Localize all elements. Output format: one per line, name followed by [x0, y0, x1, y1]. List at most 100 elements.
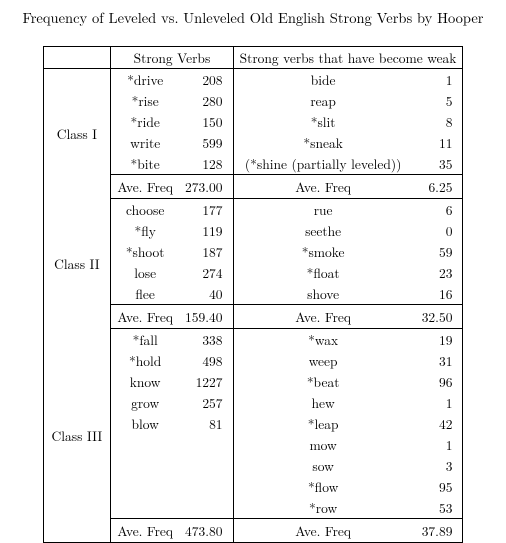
header-row: Strong Verbs Strong verbs that have beco…: [43, 47, 463, 69]
weak-word: *smoke: [233, 241, 413, 262]
weak-value: 0: [413, 220, 463, 241]
strong-word: [111, 455, 179, 476]
weak-value: 8: [413, 111, 463, 132]
weak-avg: 37.89: [413, 519, 463, 543]
weak-word: weep: [233, 350, 413, 371]
strong-word: *bite: [111, 153, 179, 175]
strong-value: 177: [179, 199, 233, 221]
strong-word: [111, 497, 179, 519]
header-weak: Strong verbs that have become weak: [233, 47, 463, 69]
strong-word: *fall: [111, 329, 179, 351]
weak-word: *slit: [233, 111, 413, 132]
strong-value: 1227: [179, 371, 233, 392]
weak-word: *row: [233, 497, 413, 519]
weak-value: 53: [413, 497, 463, 519]
weak-value: 1: [413, 392, 463, 413]
strong-value: 40: [179, 283, 233, 305]
weak-word: shove: [233, 283, 413, 305]
weak-word: *float: [233, 262, 413, 283]
weak-word: hew: [233, 392, 413, 413]
weak-word: *sneak: [233, 132, 413, 153]
weak-value: 31: [413, 350, 463, 371]
header-strong: Strong Verbs: [111, 47, 233, 69]
weak-value: 5: [413, 90, 463, 111]
weak-avg: 6.25: [413, 175, 463, 199]
weak-value: 16: [413, 283, 463, 305]
strong-value: 274: [179, 262, 233, 283]
avg-label: Ave. Freq: [233, 519, 413, 543]
strong-word: *ride: [111, 111, 179, 132]
strong-value: 498: [179, 350, 233, 371]
weak-value: 42: [413, 413, 463, 434]
table-row: Class III*fall338*wax19: [43, 329, 463, 351]
weak-word: *leap: [233, 413, 413, 434]
weak-word: (*shine (partially leveled)): [233, 153, 413, 175]
strong-avg: 473.80: [179, 519, 233, 543]
table-row: Class I*drive208bide1: [43, 69, 463, 91]
strong-value: 119: [179, 220, 233, 241]
avg-label: Ave. Freq: [111, 305, 179, 329]
strong-word: know: [111, 371, 179, 392]
corner-cell: [43, 47, 111, 69]
weak-value: 19: [413, 329, 463, 351]
weak-value: 59: [413, 241, 463, 262]
table-row: Class IIchoose177rue6: [43, 199, 463, 221]
page-title: Frequency of Leveled vs. Unleveled Old E…: [0, 0, 506, 46]
strong-avg: 159.40: [179, 305, 233, 329]
strong-value: 128: [179, 153, 233, 175]
weak-word: reap: [233, 90, 413, 111]
weak-value: 1: [413, 434, 463, 455]
strong-value: 280: [179, 90, 233, 111]
strong-avg: 273.00: [179, 175, 233, 199]
strong-word: [111, 476, 179, 497]
strong-word: grow: [111, 392, 179, 413]
weak-word: *wax: [233, 329, 413, 351]
strong-word: *hold: [111, 350, 179, 371]
avg-label: Ave. Freq: [233, 305, 413, 329]
strong-value: 208: [179, 69, 233, 91]
strong-word: lose: [111, 262, 179, 283]
avg-label: Ave. Freq: [111, 175, 179, 199]
strong-value: [179, 497, 233, 519]
verb-table: Strong Verbs Strong verbs that have beco…: [43, 46, 464, 543]
strong-word: flee: [111, 283, 179, 305]
weak-word: seethe: [233, 220, 413, 241]
avg-label: Ave. Freq: [233, 175, 413, 199]
strong-value: [179, 434, 233, 455]
class-label: Class III: [43, 329, 111, 543]
strong-word: *fly: [111, 220, 179, 241]
strong-word: write: [111, 132, 179, 153]
strong-value: 257: [179, 392, 233, 413]
avg-label: Ave. Freq: [111, 519, 179, 543]
weak-word: *flow: [233, 476, 413, 497]
weak-value: 96: [413, 371, 463, 392]
weak-value: 6: [413, 199, 463, 221]
strong-word: *drive: [111, 69, 179, 91]
strong-word: choose: [111, 199, 179, 221]
weak-avg: 32.50: [413, 305, 463, 329]
class-label: Class II: [43, 199, 111, 329]
strong-value: [179, 476, 233, 497]
strong-value: [179, 455, 233, 476]
weak-word: rue: [233, 199, 413, 221]
class-label: Class I: [43, 69, 111, 199]
strong-word: *rise: [111, 90, 179, 111]
weak-word: bide: [233, 69, 413, 91]
weak-word: sow: [233, 455, 413, 476]
strong-word: blow: [111, 413, 179, 434]
weak-value: 3: [413, 455, 463, 476]
weak-value: 23: [413, 262, 463, 283]
strong-value: 150: [179, 111, 233, 132]
weak-value: 95: [413, 476, 463, 497]
strong-value: 187: [179, 241, 233, 262]
weak-value: 11: [413, 132, 463, 153]
weak-value: 1: [413, 69, 463, 91]
strong-word: *shoot: [111, 241, 179, 262]
strong-value: 599: [179, 132, 233, 153]
strong-word: [111, 434, 179, 455]
weak-value: 35: [413, 153, 463, 175]
strong-value: 81: [179, 413, 233, 434]
weak-word: *beat: [233, 371, 413, 392]
weak-word: mow: [233, 434, 413, 455]
strong-value: 338: [179, 329, 233, 351]
